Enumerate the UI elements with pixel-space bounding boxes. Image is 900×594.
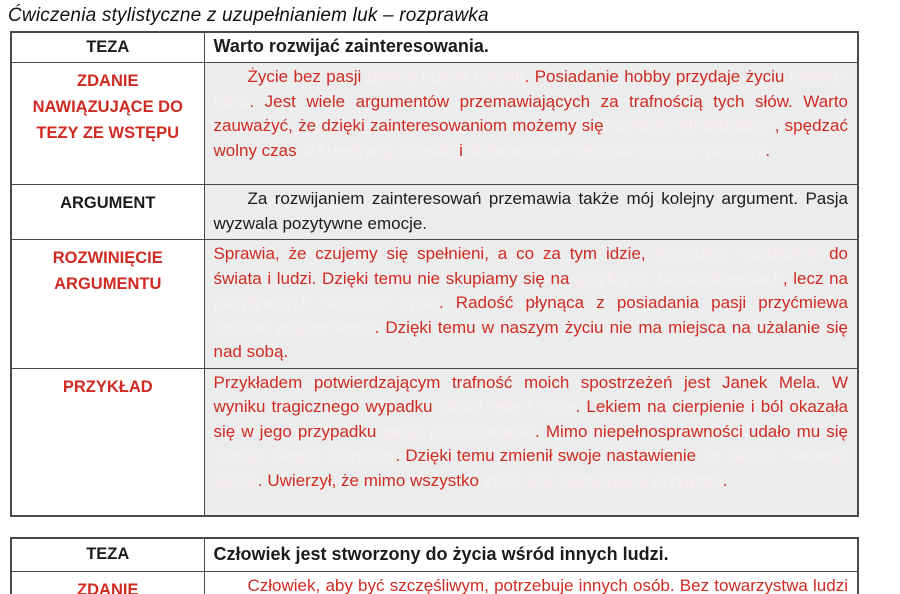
- essay-table-1: TEZA Warto rozwijać zainteresowania. ZDA…: [10, 31, 859, 517]
- gap-fill-answer-text: rozwijać intelektualnie: [608, 116, 775, 135]
- row-label-rozwiniecie: ROZWINIĘCIE ARGUMENTU: [10, 239, 205, 369]
- cell-zdanie-2-content: Człowiek, aby być szczęśliwym, potrzebuj…: [203, 570, 859, 594]
- text-segment: .: [765, 140, 771, 160]
- text-segment: .: [722, 470, 728, 490]
- cell-rozwiniecie-content: Sprawia, że czujemy się spełnieni, a co …: [203, 239, 859, 369]
- text-segment: , spędzać wolny czas: [213, 116, 849, 160]
- text-segment: Życie bez pasji: [247, 67, 367, 86]
- gap-fill-answer-text: przykrych doświadczeniach: [575, 268, 783, 288]
- gap-fill-answer-text: stracił rękę i nogę: [438, 397, 576, 416]
- gap-fill-answer-text: pozytywnych stronach życia: [213, 293, 439, 312]
- text-segment: . Radość płynąca z posiadania pasji przy…: [438, 293, 848, 312]
- cell-teza-2-content: Człowiek jest stworzony do życia wśród i…: [203, 537, 859, 572]
- gap-fill-answer-text: blasku i barw: [213, 67, 849, 111]
- gap-fill-answer-text: doświadczać niezapomnianych przeżyć: [467, 140, 766, 160]
- text-segment: do świata i ludzi. Dzięki temu nie skupi…: [213, 244, 848, 288]
- row-label-przyklad: PRZYKŁAD: [10, 367, 205, 517]
- text-segment: Przykładem potwierdzającym trafność moic…: [213, 372, 849, 417]
- row-label-argument: ARGUMENT: [10, 184, 205, 240]
- table-row: ZDANIE NAWIĄZUJĄCE DO TEZY ZE WSTĘPU Życ…: [10, 62, 859, 185]
- row-label-zdanie: ZDANIE NAWIĄZUJĄCE DO TEZY ZE WSTĘPU: [10, 62, 205, 185]
- text-segment: i: [454, 140, 468, 160]
- text-segment: . Posiadanie hobby przydaje życiu: [524, 67, 790, 86]
- text-segment: Sprawia, że czujemy się spełnieni, a co …: [213, 244, 655, 263]
- gap-fill-answer-text: do świata i samego siebie: [213, 446, 849, 490]
- table-row: PRZYKŁAD Przykładem potwierdzającym traf…: [10, 367, 859, 517]
- text-segment: . Jest wiele argumentów przemawiających …: [213, 91, 849, 136]
- gap-fill-answer-text: zdobyć biegun północny: [213, 446, 396, 465]
- cell-argument-content: Za rozwijaniem zainteresowań przemawia t…: [203, 184, 859, 240]
- table-row: ROZWINIĘCIE ARGUMENTU Sprawia, że czujem…: [10, 239, 859, 369]
- row-label-teza: TEZA: [10, 31, 205, 63]
- text-segment: , lecz na: [782, 268, 849, 288]
- gap-fill-answer-text: w kreatywny sposób: [301, 140, 455, 160]
- cell-teza-content: Warto rozwijać zainteresowania.: [203, 31, 859, 63]
- gap-fill-answer-text: przyjaźnie nastawieni: [654, 244, 821, 263]
- text-segment: . Mimo niepełnosprawności udało mu się: [535, 421, 849, 441]
- table-row: ZDANIE NAWIĄZUJĄCE DO Człowiek, aby być …: [10, 570, 859, 594]
- table-row: TEZA Warto rozwijać zainteresowania.: [10, 31, 859, 63]
- row-label-teza-2: TEZA: [10, 537, 205, 572]
- gap-fill-answer-text: smutne wspomnienia: [213, 317, 375, 337]
- table-row: ARGUMENT Za rozwijaniem zainteresowań pr…: [10, 184, 859, 240]
- text-segment: . Dzięki temu w naszym życiu nie ma miej…: [213, 317, 849, 362]
- gap-fill-answer-text: życie jest fascynującą przygodą: [483, 470, 723, 490]
- text-segment: . Lekiem na cierpienie i ból okazała się…: [213, 397, 849, 441]
- table-row: TEZA Człowiek jest stworzony do życia wś…: [10, 537, 859, 572]
- cell-zdanie-content: Życie bez pasji byłoby nudne i puste. Po…: [203, 62, 859, 185]
- row-label-zdanie-2: ZDANIE NAWIĄZUJĄCE DO: [10, 570, 205, 594]
- text-segment: . Dzięki temu zmienił swoje nastawienie: [395, 446, 702, 465]
- gap-fill-answer-text: byłoby nudne i puste: [366, 67, 525, 86]
- page-title: Ćwiczenia stylistyczne z uzupełnianiem l…: [8, 5, 489, 26]
- cell-przyklad-content: Przykładem potwierdzającym trafność moic…: [203, 367, 859, 517]
- text-segment: . Uwierzył, że mimo wszystko: [257, 470, 484, 490]
- essay-table-2: TEZA Człowiek jest stworzony do życia wś…: [10, 537, 859, 594]
- gap-fill-answer-text: pasja podróżowania: [382, 421, 536, 441]
